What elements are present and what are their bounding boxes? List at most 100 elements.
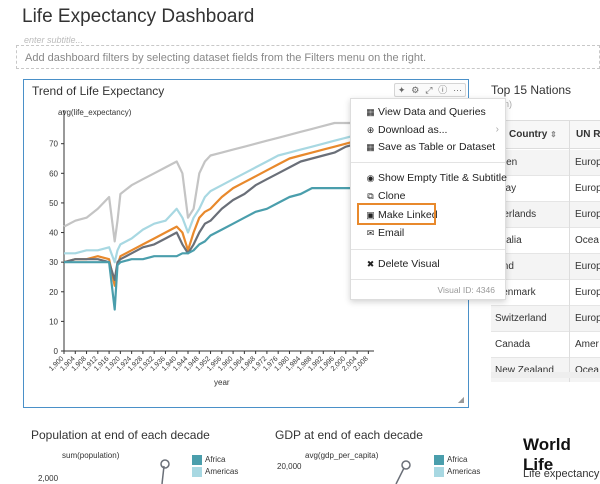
series-line-0 — [63, 121, 369, 243]
delete-icon: ✖ — [366, 259, 375, 269]
gdp-mini-chart — [395, 460, 411, 484]
filter-hint-text: Add dashboard filters by selecting datas… — [25, 52, 427, 64]
population-legend-swatch-americas — [192, 467, 202, 477]
menu-item-email[interactable]: ✉ Email — [366, 227, 405, 239]
make-linked-highlight — [357, 203, 436, 225]
gdp-ylabel: avg(gdp_per_capita) — [305, 451, 379, 460]
visual-toolbar: ✦ ⚙ ⤢ ⓘ ··· — [394, 83, 466, 97]
x-axis-label: year — [214, 378, 230, 387]
y-tick-label: 20 — [49, 288, 58, 297]
cell-region: Ocea — [575, 365, 599, 376]
gear-icon[interactable]: ⚙ — [411, 85, 420, 95]
table-row[interactable]: eden Europ — [491, 150, 600, 176]
y-tick-label: 40 — [49, 229, 58, 238]
population-series-point — [160, 459, 170, 469]
table-row[interactable]: rwayEurop — [491, 176, 600, 202]
population-legend-americas: Americas — [205, 467, 239, 476]
top-nations-table: Country ⇕ UN Re edenEuroprwayEuroptherla… — [491, 120, 600, 382]
menu-item-delete-visual[interactable]: ✖ Delete Visual — [366, 258, 440, 270]
gdp-tick: 20,000 — [277, 462, 302, 471]
y-tick-label: 0 — [54, 347, 59, 356]
table-row[interactable]: Switzerland Europ — [491, 306, 600, 332]
y-tick-label: 60 — [49, 169, 58, 178]
cell-country: New Zealand — [495, 365, 554, 376]
y-tick-label: 50 — [49, 199, 58, 208]
menu-divider — [351, 279, 505, 280]
menu-item-save-as-table[interactable]: ▦ Save as Table or Dataset — [366, 141, 496, 153]
resize-handle-icon[interactable]: ◢ — [457, 395, 464, 404]
table-icon: ▦ — [366, 107, 375, 117]
y-tick-label: 10 — [49, 317, 58, 326]
series-line-4 — [64, 184, 369, 311]
table-row[interactable]: Canada Amer — [491, 332, 600, 358]
clone-icon: ⧉ — [367, 191, 374, 201]
info-icon[interactable]: ⓘ — [438, 85, 448, 95]
gdp-legend-swatch-americas — [434, 467, 444, 477]
table-row[interactable]: therlands Europ — [491, 202, 600, 228]
table-scrollbar[interactable] — [491, 372, 600, 378]
table-row[interactable]: stralia Ocea — [491, 228, 600, 254]
trend-line-chart: avg(life_expectancy)year0102030405060701… — [48, 108, 374, 387]
cell-region: Europ — [575, 261, 600, 272]
population-legend-swatch-africa — [192, 455, 202, 465]
population-mini-chart — [160, 459, 170, 484]
save-table-icon: ▦ — [366, 142, 375, 152]
y-tick-label: 30 — [49, 258, 58, 267]
population-ylabel: sum(population) — [62, 451, 120, 460]
population-legend-africa: Africa — [205, 455, 226, 464]
menu-item-clone[interactable]: ⧉ Clone — [365, 189, 405, 203]
expand-icon[interactable]: ⤢ — [425, 85, 433, 95]
chevron-right-icon: › — [495, 124, 499, 135]
column-header-region[interactable]: UN Re — [570, 121, 600, 149]
top-nations-subtitle: n) — [504, 99, 513, 109]
dashboard-title[interactable]: Life Expectancy Dashboard — [22, 6, 255, 27]
population-card-title: Population at end of each decade — [31, 428, 210, 442]
table-row[interactable]: New Zealand Ocea — [491, 358, 600, 382]
gdp-legend-africa: Africa — [447, 455, 468, 464]
population-tick: 2,000 — [38, 474, 59, 483]
column-divider — [569, 121, 570, 382]
cell-region: Ocea — [575, 235, 599, 246]
cell-country: therlands — [495, 209, 537, 220]
cell-region: Amer — [575, 339, 599, 350]
series-line-3 — [63, 139, 369, 281]
sparkle-icon[interactable]: ✦ — [397, 85, 406, 95]
menu-divider — [351, 249, 505, 250]
menu-item-download-as[interactable]: ⊕ Download as... — [366, 124, 448, 136]
y-axis-label: avg(life_expectancy) — [58, 108, 132, 117]
menu-item-make-linked[interactable]: ▣ Make Linked — [366, 209, 438, 221]
top-nations-title: Top 15 Nations — [491, 83, 572, 97]
filter-drop-zone[interactable]: Add dashboard filters by selecting datas… — [16, 45, 600, 69]
series-line-1 — [64, 130, 369, 264]
table-row[interactable]: Denmark Europ — [491, 280, 600, 306]
cell-country: eden — [495, 157, 518, 168]
more-icon[interactable]: ··· — [453, 85, 463, 95]
cell-region: Europ — [575, 209, 600, 220]
population-series-line — [161, 465, 165, 484]
cell-region: Europ — [575, 313, 600, 324]
menu-divider — [351, 162, 505, 163]
cell-country: Canada — [495, 339, 531, 350]
visual-id-label: Visual ID: 4346 — [437, 285, 496, 295]
cell-country: Switzerland — [495, 313, 547, 324]
gdp-legend-swatch-africa — [434, 455, 444, 465]
dashboard-subtitle-input[interactable]: enter subtitle... — [24, 35, 84, 45]
sort-icon[interactable]: ⇕ — [550, 130, 557, 139]
download-icon: ⊕ — [366, 125, 375, 135]
cell-region: Europ — [575, 183, 600, 194]
gdp-legend-americas: Americas — [447, 467, 481, 476]
link-icon: ▣ — [366, 210, 375, 220]
email-icon: ✉ — [366, 228, 375, 238]
menu-item-view-data[interactable]: ▦ View Data and Queries — [366, 106, 486, 118]
cell-country: stralia — [495, 235, 522, 246]
cell-region: Europ — [575, 287, 600, 298]
world-life-title: World Life — [523, 435, 571, 474]
gdp-card-title: GDP at end of each decade — [275, 428, 423, 442]
gdp-series-line — [395, 467, 405, 484]
menu-item-show-empty-title[interactable]: ◉ Show Empty Title & Subtitle — [366, 172, 507, 184]
world-life-text: Life expectancy — [523, 468, 600, 480]
cell-region: Europ — [575, 157, 600, 168]
cell-country: Denmark — [495, 287, 536, 298]
y-tick-label: 70 — [49, 140, 58, 149]
